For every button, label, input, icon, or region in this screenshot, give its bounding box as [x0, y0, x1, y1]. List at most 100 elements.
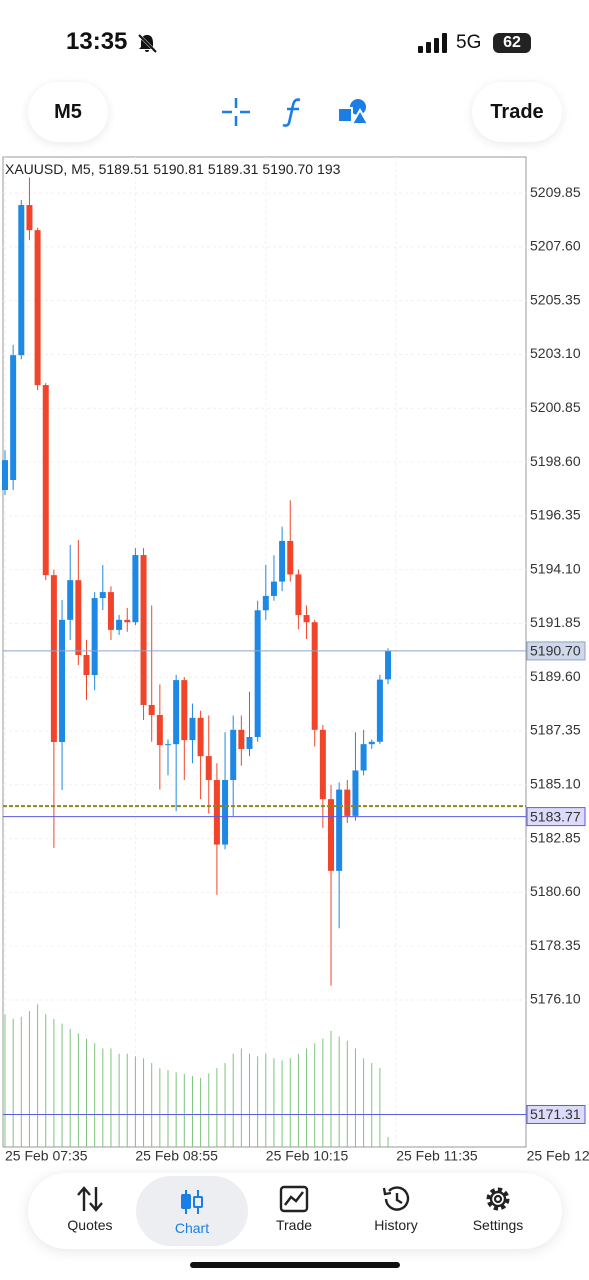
candle-body: [328, 799, 334, 871]
candle-body: [173, 680, 180, 745]
price-label-box: [526, 1104, 586, 1124]
y-tick-label: 5182.85: [530, 829, 581, 845]
candle-body: [254, 610, 261, 737]
y-tick-label: 5176.10: [530, 991, 581, 1007]
candle-body: [148, 704, 155, 715]
tab-label: History: [374, 1217, 418, 1233]
y-tick-label: 5200.85: [530, 399, 581, 415]
candle-body: [336, 789, 343, 871]
crosshair-icon[interactable]: [220, 96, 252, 128]
candle-body: [67, 580, 74, 620]
tab-chart[interactable]: Chart: [136, 1176, 248, 1246]
tab-bar: Quotes Chart Trade History Settings: [28, 1173, 562, 1249]
price-label: 5190.70: [530, 643, 581, 659]
candle-body: [34, 230, 41, 386]
tab-quotes[interactable]: Quotes: [38, 1173, 142, 1249]
candle-body: [26, 205, 33, 231]
candle-body: [42, 385, 49, 576]
battery-label: 62: [493, 33, 531, 53]
plot-frame: [2, 156, 527, 1148]
price-label: 5183.77: [530, 808, 581, 824]
candle-body: [181, 680, 188, 741]
candle-body: [279, 540, 286, 582]
candle-body: [230, 729, 237, 781]
last-close: 5190.70: [262, 161, 314, 177]
y-tick-label: 5187.35: [530, 722, 581, 738]
tab-settings[interactable]: Settings: [446, 1173, 550, 1249]
status-time: 13:35: [66, 28, 128, 55]
tab-history[interactable]: History: [344, 1173, 448, 1249]
x-tick-label: 25 Feb 12:: [527, 1148, 589, 1164]
candle-body: [124, 619, 131, 623]
x-tick-label: 25 Feb 11:35: [396, 1148, 478, 1164]
last-volume: 193: [317, 161, 341, 177]
mute-icon: [137, 33, 158, 54]
candle-body: [376, 679, 383, 742]
tab-label: Chart: [174, 1220, 210, 1236]
candle-body: [10, 355, 17, 480]
candle-body: [116, 619, 123, 630]
settings-icon: [486, 1187, 510, 1211]
y-tick-label: 5180.60: [530, 883, 581, 899]
last-high: 5190.81: [153, 161, 204, 177]
price-label-box: [526, 807, 586, 827]
price-label: 5171.31: [530, 1106, 581, 1122]
candle-body: [385, 650, 392, 680]
candle-body: [140, 555, 147, 705]
tab-trade[interactable]: Trade: [242, 1173, 346, 1249]
candle-body: [91, 598, 98, 676]
candle-body: [18, 205, 25, 356]
x-tick-label: 25 Feb 07:35: [5, 1148, 88, 1164]
y-tick-label: 5209.85: [530, 184, 581, 200]
history-icon: [382, 1186, 410, 1211]
y-tick-label: 5185.10: [530, 776, 581, 792]
candle-body: [99, 592, 106, 599]
price-label-box: [526, 641, 586, 661]
candle-body: [50, 575, 57, 743]
candle-body: [287, 540, 294, 575]
home-indicator: [190, 1262, 400, 1268]
indicator-icon[interactable]: [278, 96, 308, 128]
quotes-icon: [77, 1186, 103, 1212]
y-tick-label: 5178.35: [530, 937, 581, 953]
candle-body: [344, 789, 351, 816]
x-tick-label: 25 Feb 10:15: [266, 1148, 349, 1164]
candle-body: [303, 615, 310, 623]
candle-body: [368, 741, 375, 745]
candle-body: [197, 717, 204, 757]
candle-body: [311, 622, 318, 730]
y-tick-label: 5203.10: [530, 345, 581, 361]
candle-body: [132, 555, 139, 623]
timeframe-button[interactable]: M5: [28, 82, 108, 142]
candle-body: [238, 729, 245, 749]
tab-label: Trade: [275, 1217, 313, 1233]
candle-body: [270, 581, 277, 596]
candle-body: [352, 770, 359, 816]
last-open: 5189.51: [98, 161, 150, 177]
candle-body: [2, 460, 8, 491]
candle-body: [360, 744, 367, 771]
candle-body: [83, 654, 90, 676]
tab-label: Quotes: [67, 1217, 113, 1233]
y-tick-label: 5207.60: [530, 238, 581, 254]
y-tick-label: 5191.85: [530, 614, 581, 630]
objects-icon[interactable]: [336, 96, 370, 128]
candle-body: [189, 717, 196, 741]
y-tick-label: 5194.10: [530, 560, 581, 576]
candle-body: [246, 736, 253, 749]
network-label: 5G: [456, 32, 482, 53]
candle-body: [75, 580, 82, 655]
candle-body: [59, 619, 66, 743]
trade-icon: [279, 1185, 309, 1213]
candle-body: [165, 744, 171, 746]
trade-button[interactable]: Trade: [472, 82, 562, 142]
candle-body: [107, 592, 114, 630]
candle-body: [262, 595, 269, 611]
candle-body: [295, 574, 302, 616]
candle-body: [319, 729, 326, 800]
tab-label: Settings: [472, 1217, 524, 1233]
last-low: 5189.31: [207, 161, 259, 177]
candle-body: [205, 756, 212, 781]
